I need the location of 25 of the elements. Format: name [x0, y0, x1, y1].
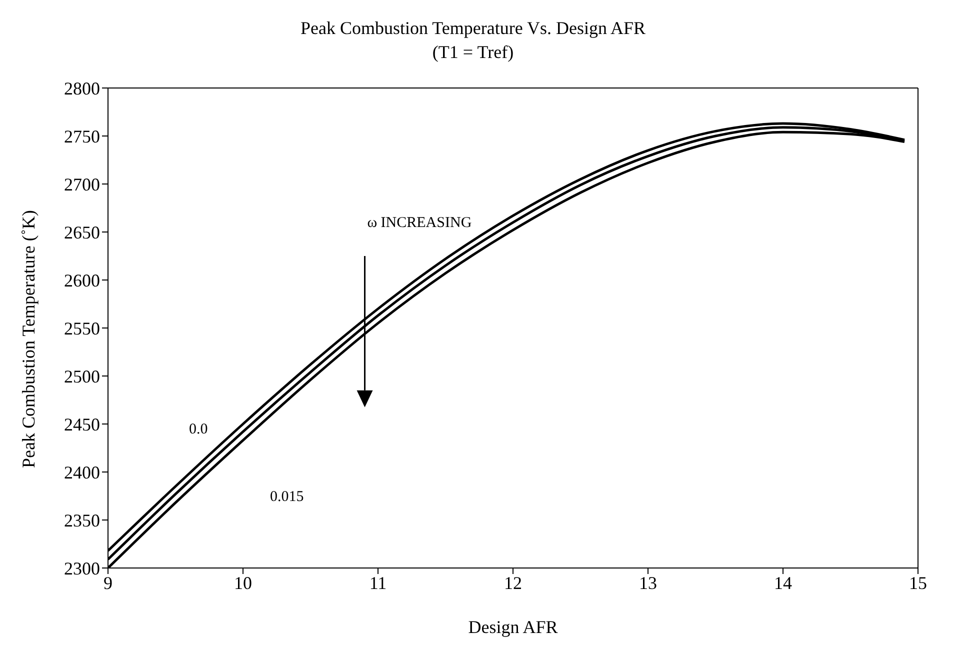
y-axis-title: Peak Combustion Temperature (˚K) — [18, 210, 38, 468]
x-tick-label: 12 — [504, 572, 522, 593]
y-tick-label: 2800 — [64, 78, 100, 98]
y-tick-label: 2600 — [64, 270, 100, 290]
x-tick-label: 14 — [774, 572, 792, 593]
y-tick-label: 2500 — [64, 366, 100, 386]
chart-subtitle: (T1 = Tref) — [431, 41, 515, 64]
annotation: 0.015 — [270, 488, 304, 505]
x-tick-label: 11 — [369, 572, 387, 593]
y-tick-label: 2400 — [64, 462, 100, 482]
y-tick-label: 2450 — [64, 414, 100, 434]
x-tick-label: 10 — [234, 572, 252, 593]
chart-title: Peak Combustion Temperature Vs. Design AFR — [299, 17, 647, 40]
y-tick-label: 2650 — [64, 222, 100, 242]
y-tick-label: 2550 — [64, 318, 100, 338]
y-tick-label: 2300 — [64, 558, 100, 578]
y-tick-label: 2700 — [64, 174, 100, 194]
x-tick-label: 9 — [104, 572, 112, 593]
y-tick-label: 2350 — [64, 510, 100, 530]
x-tick-label: 13 — [639, 572, 657, 593]
annotation: ω INCREASING — [367, 215, 472, 232]
annotation: 0.0 — [189, 422, 208, 438]
y-tick-label: 2750 — [64, 126, 100, 146]
x-tick-label: 15 — [909, 572, 927, 593]
x-axis-title: Design AFR — [468, 617, 558, 637]
